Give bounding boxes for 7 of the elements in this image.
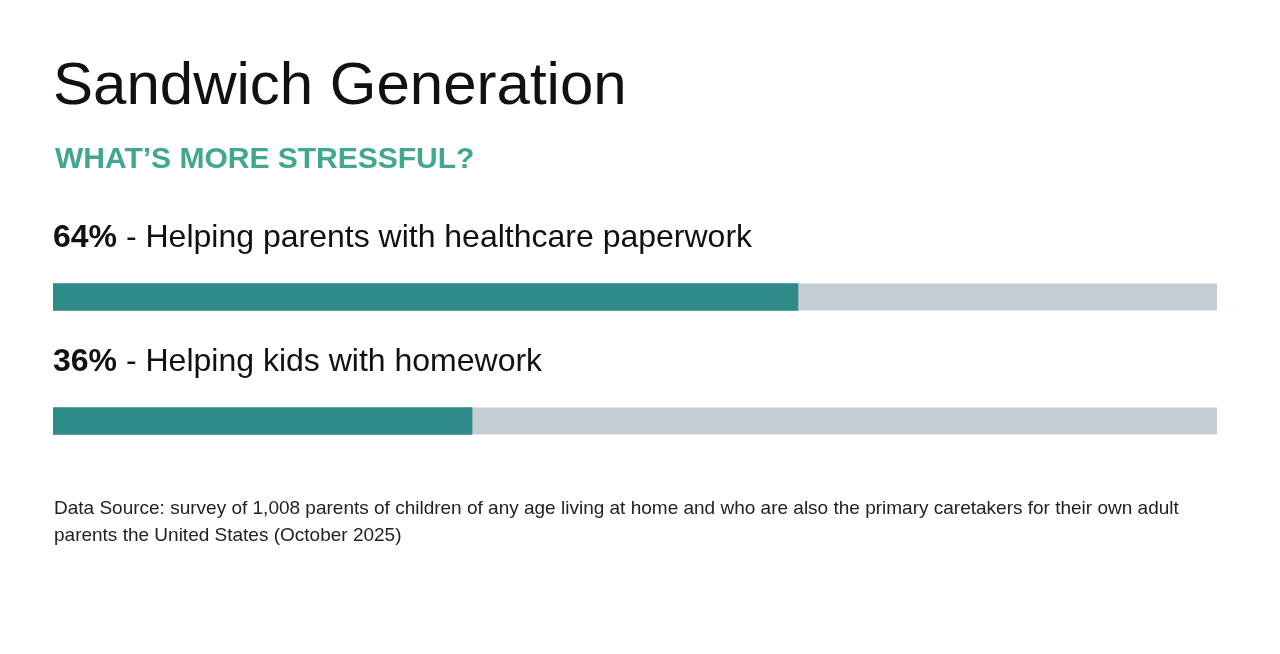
data-label: 36% [53,341,118,378]
data-label: 64% [53,217,118,254]
chart-subtitle: WHAT’S MORE STRESSFUL? [55,140,475,176]
chart-title: Sandwich Generation [53,49,627,119]
source-note: Data Source: survey of 1,008 parents of children of any age living at home and who are also the primary caretakers for their own adult parents the United States (October 2025) [54,496,1180,547]
y-tick-label: - Helping kids with homework [125,341,544,378]
y-tick-label: - Helping parents with healthcare paperwork [125,217,754,254]
